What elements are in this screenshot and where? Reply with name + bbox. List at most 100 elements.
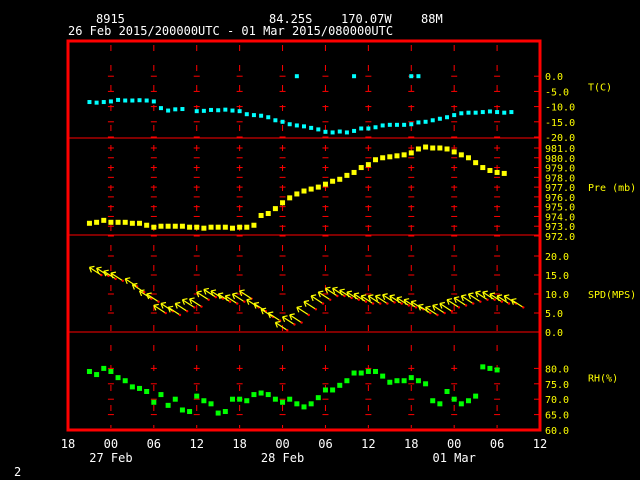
x-tick-label: 18 bbox=[404, 437, 418, 451]
pressure-point bbox=[308, 186, 314, 192]
temperature-point bbox=[273, 118, 278, 123]
wind-arrow-head bbox=[296, 307, 300, 313]
wind-arrow-tail bbox=[343, 294, 346, 298]
wind-arrow-head bbox=[446, 298, 453, 301]
temperature-point bbox=[309, 125, 314, 130]
temperature-point bbox=[166, 108, 171, 113]
wind-arrow-head bbox=[482, 291, 486, 298]
humidity-point bbox=[94, 372, 100, 378]
humidity-point bbox=[294, 401, 300, 407]
wind-arrow-head bbox=[446, 299, 450, 305]
wind-arrow bbox=[439, 302, 453, 312]
wind-arrow-head bbox=[425, 305, 431, 308]
temperature-point bbox=[452, 113, 457, 118]
temperature-point bbox=[201, 108, 206, 113]
pressure-point bbox=[115, 219, 121, 225]
wind-arrow-head bbox=[404, 298, 410, 301]
wind-arrow-tail bbox=[314, 308, 318, 311]
wind-arrow-head bbox=[146, 293, 150, 300]
wind-arrow-head bbox=[482, 290, 488, 293]
wind-arrow-head bbox=[360, 295, 364, 302]
x-tick-label: 06 bbox=[318, 437, 332, 451]
wind-arrow-head bbox=[246, 299, 250, 305]
wind-arrow-tail bbox=[507, 302, 511, 305]
temperature-point bbox=[259, 113, 264, 118]
pressure-point bbox=[194, 224, 200, 230]
wind-arrow-tail bbox=[400, 302, 403, 305]
wind-arrow-head bbox=[382, 294, 386, 300]
x-tick-label: 00 bbox=[275, 437, 289, 451]
wind-arrow-head bbox=[189, 297, 195, 300]
humidity-point bbox=[86, 368, 92, 374]
humidity-point bbox=[415, 378, 421, 384]
humidity-point bbox=[337, 382, 343, 388]
wind-arrow-tail bbox=[364, 300, 368, 303]
wind-arrow-head bbox=[332, 288, 336, 294]
humidity-point bbox=[373, 368, 379, 374]
wind-arrow-head bbox=[89, 265, 95, 268]
wind-arrow-head bbox=[174, 303, 178, 309]
humidity-point bbox=[108, 368, 114, 374]
humidity-point bbox=[358, 370, 364, 376]
pressure-tick-label: 977.0 bbox=[545, 183, 575, 194]
wind-arrow-tail bbox=[407, 304, 411, 307]
wind-arrow-head bbox=[103, 269, 109, 272]
wind-arrow-head bbox=[425, 307, 429, 313]
temperature-point bbox=[473, 110, 478, 115]
wind-arrow-tail bbox=[336, 294, 339, 298]
wind-arrow-head bbox=[375, 294, 381, 297]
temperature-point bbox=[230, 108, 235, 113]
wind-arrow-head bbox=[225, 294, 231, 297]
pressure-point bbox=[94, 219, 100, 225]
wind-arrow-tail bbox=[178, 313, 182, 317]
temperature-point bbox=[480, 110, 485, 115]
humidity-point bbox=[444, 389, 450, 394]
humidity-point bbox=[222, 409, 228, 415]
temperature-point bbox=[151, 99, 156, 104]
wind-arrow-head bbox=[139, 289, 145, 292]
wind-arrow-head bbox=[303, 300, 310, 303]
wind-arrow bbox=[246, 299, 260, 308]
wind-arrow-tail bbox=[429, 311, 432, 315]
wind-arrow-head bbox=[339, 289, 343, 296]
pressure-point bbox=[287, 195, 293, 201]
wind-arrow-tail bbox=[450, 310, 453, 313]
wind-arrow-head bbox=[110, 272, 114, 279]
humidity-point bbox=[458, 401, 464, 407]
wind-arrow-head bbox=[346, 291, 350, 298]
wind-arrow-head bbox=[368, 294, 374, 297]
pressure-point bbox=[165, 223, 171, 229]
wind-arrow-head bbox=[367, 295, 371, 302]
wind-arrow-head bbox=[489, 293, 493, 300]
longitude: 170.07W bbox=[341, 12, 392, 26]
pressure-point bbox=[351, 169, 357, 175]
wind-arrow bbox=[253, 302, 267, 312]
temperature-point bbox=[344, 130, 349, 135]
wind-arrow-tail bbox=[193, 306, 196, 309]
temperature-outlier-point bbox=[416, 74, 421, 79]
wind-arrow-head bbox=[132, 282, 138, 286]
wind-arrow-head bbox=[396, 296, 403, 299]
wind-arrow-head bbox=[432, 303, 438, 306]
wind-arrow-tail bbox=[522, 306, 525, 309]
pressure-point bbox=[237, 224, 243, 230]
pressure-point bbox=[158, 223, 164, 229]
wind-arrow bbox=[96, 267, 109, 277]
pressure-point bbox=[337, 176, 343, 182]
temperature-point bbox=[366, 126, 371, 131]
humidity-point bbox=[137, 385, 143, 391]
temperature-point bbox=[251, 113, 256, 118]
wind-arrow-tail bbox=[143, 291, 146, 294]
station-id: 8915 bbox=[96, 12, 125, 26]
x-tick-label: 06 bbox=[147, 437, 161, 451]
humidity-point bbox=[315, 395, 321, 401]
humidity-point bbox=[258, 390, 264, 396]
humidity-point bbox=[265, 392, 271, 398]
wind-arrow bbox=[325, 287, 338, 297]
pressure-point bbox=[151, 224, 157, 230]
humidity-point bbox=[165, 402, 171, 408]
wind-arrow-head bbox=[260, 308, 264, 315]
temperature-point bbox=[94, 100, 99, 105]
pressure-point bbox=[437, 145, 443, 151]
wind-arrow-head bbox=[496, 295, 500, 302]
